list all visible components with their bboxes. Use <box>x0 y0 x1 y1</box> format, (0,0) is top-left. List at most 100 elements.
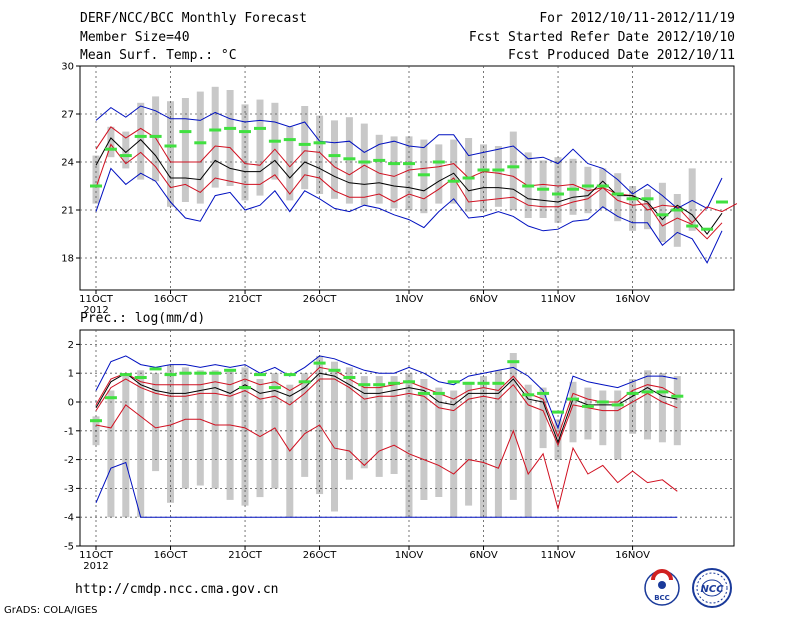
box-bar <box>211 370 219 489</box>
median-marker <box>701 227 714 231</box>
median-marker <box>403 380 415 384</box>
median-marker <box>373 158 386 162</box>
y-tick-label: -4 <box>64 513 74 524</box>
box-bar <box>614 173 622 222</box>
median-marker <box>90 184 102 188</box>
box-bar <box>614 390 622 460</box>
upper-spread-line <box>95 126 738 224</box>
box-bar <box>286 126 294 201</box>
plot-frame <box>79 329 735 547</box>
median-marker <box>209 128 222 132</box>
box-bar <box>256 379 264 498</box>
box-bar <box>345 367 353 480</box>
ncc-logo-text: NCC <box>700 584 724 595</box>
box-bar <box>360 376 368 469</box>
median-marker <box>119 373 132 377</box>
box-bar <box>301 373 309 477</box>
median-marker <box>686 224 699 228</box>
box-bar <box>599 390 607 446</box>
median-marker <box>567 187 579 191</box>
box-bar <box>167 101 174 207</box>
box-bar <box>658 182 666 242</box>
median-marker <box>328 154 341 158</box>
box-bar <box>658 373 666 443</box>
box-bar <box>152 373 160 472</box>
box-bar <box>584 166 592 214</box>
bcc-logo-text: BCC <box>654 594 670 602</box>
box-bar <box>137 102 145 180</box>
median-marker <box>194 371 207 375</box>
y-tick-label: 27 <box>61 110 74 121</box>
upper-spread-line <box>95 366 678 439</box>
x-tick-label: 1NOV <box>395 294 424 305</box>
grads-credit: GrADS: COLA/IGES <box>4 605 98 616</box>
median-marker <box>537 391 550 395</box>
max-line <box>95 105 723 210</box>
median-marker <box>417 391 430 395</box>
source-url[interactable]: http://cmdp.ncc.cma.gov.cn <box>75 582 279 597</box>
median-marker <box>119 154 132 158</box>
box-bar <box>92 155 100 204</box>
box-bar <box>316 115 324 194</box>
box-bar <box>688 168 696 231</box>
x-tick-label: 26OCT <box>303 550 338 561</box>
box-bar <box>673 376 681 446</box>
box-bar <box>644 370 651 440</box>
median-marker <box>134 376 147 379</box>
lower-spread-line <box>95 378 678 447</box>
median-marker <box>522 184 535 188</box>
box-bar <box>435 144 443 204</box>
box-bar <box>435 387 443 497</box>
box-bar <box>420 379 428 500</box>
box-bar <box>450 390 458 518</box>
x-tick-label: 11NOV <box>541 294 576 305</box>
median-marker <box>358 160 371 164</box>
median-marker <box>417 173 430 177</box>
median-marker <box>239 130 251 134</box>
median-marker <box>358 383 371 387</box>
y-tick-label: 1 <box>68 369 74 380</box>
box-bar <box>509 131 517 210</box>
median-marker <box>462 381 475 385</box>
box-bar <box>390 376 398 474</box>
bcc-logo: BCC <box>644 569 680 606</box>
median-marker <box>298 142 311 146</box>
box-bar <box>226 90 234 186</box>
median-marker <box>343 376 356 379</box>
chart-title: DERF/NCC/BCC Monthly Forecast <box>80 11 307 26</box>
box-bar <box>390 136 398 209</box>
max-line <box>95 355 678 430</box>
box-bar <box>494 146 502 207</box>
median-marker <box>522 393 535 397</box>
median-marker <box>343 157 356 161</box>
box-bar <box>360 123 368 206</box>
median-marker <box>179 371 192 375</box>
x-tick-label: 26OCT <box>303 294 338 305</box>
box-bar <box>524 384 532 518</box>
x-tick-label: 21OCT <box>228 550 263 561</box>
median-marker <box>492 381 505 385</box>
median-marker <box>328 368 341 372</box>
box-bar <box>405 136 413 210</box>
x-tick-label: 1NOV <box>395 550 424 561</box>
x-tick-label: 6NOV <box>469 294 498 305</box>
median-marker <box>626 391 639 395</box>
y-tick-label: -5 <box>64 542 74 553</box>
median-marker <box>164 144 177 148</box>
x-tick-label: 16NOV <box>615 294 650 305</box>
lower-spread-line <box>95 143 723 240</box>
median-marker <box>537 187 550 191</box>
y-tick-label: -1 <box>64 426 74 437</box>
median-marker <box>626 197 639 201</box>
median-marker <box>149 134 162 138</box>
x-tick-label: 16NOV <box>615 550 650 561</box>
box-bar <box>420 139 428 214</box>
median-marker <box>507 165 520 169</box>
y-tick-label: 18 <box>61 254 74 265</box>
box-bar <box>331 361 338 512</box>
box-bar <box>196 370 204 486</box>
median-marker <box>373 383 386 387</box>
box-bar <box>301 106 309 190</box>
box-bar <box>107 390 115 518</box>
